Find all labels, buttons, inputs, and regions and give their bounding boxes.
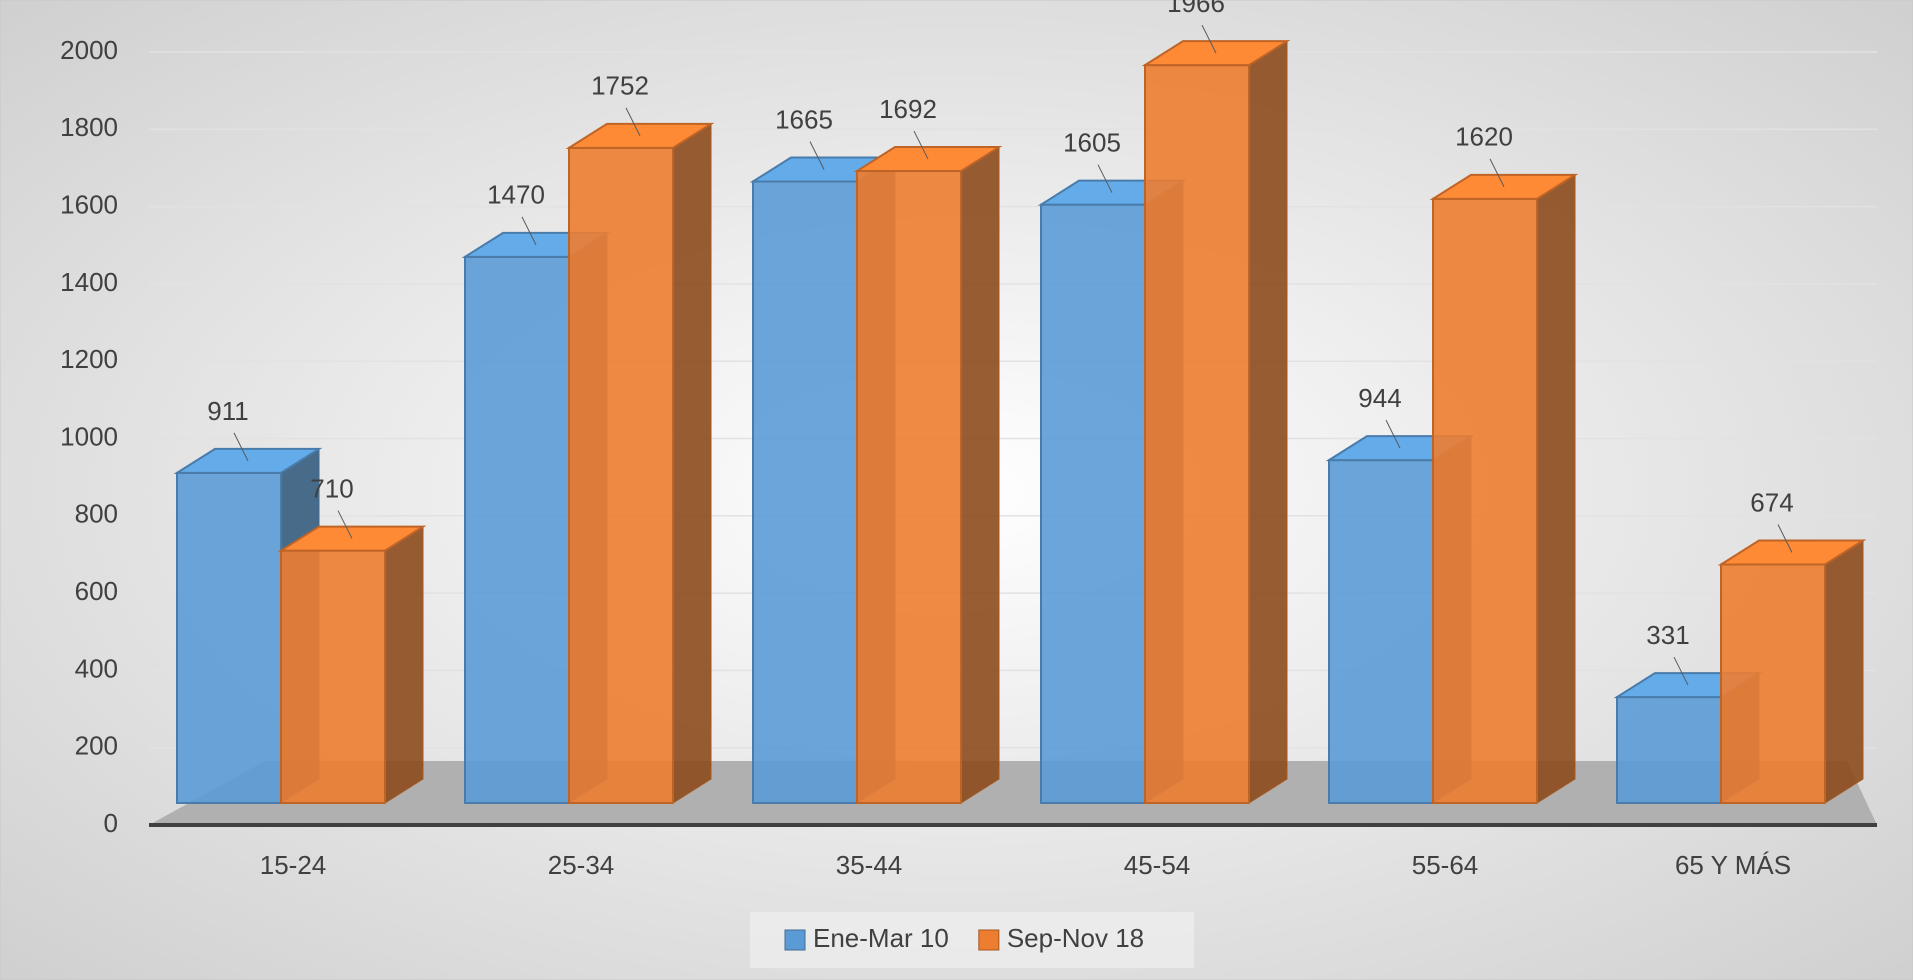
bar [280, 549, 386, 805]
y-tick-label: 1400 [60, 267, 118, 297]
label-leader [1201, 24, 1217, 54]
y-tick-label: 800 [75, 499, 118, 529]
x-tick-label: 35-44 [836, 850, 903, 880]
y-tick-label: 1600 [60, 189, 118, 219]
label-leader [1777, 524, 1793, 553]
y-tick-label: 200 [75, 731, 118, 761]
data-label: 1605 [1063, 128, 1121, 158]
x-tick-label: 65 Y MÁS [1675, 850, 1791, 880]
bar [1144, 64, 1250, 805]
label-leader [1489, 158, 1505, 188]
bar [1040, 203, 1146, 805]
legend-swatch [978, 929, 1000, 951]
y-tick-label: 1200 [60, 344, 118, 374]
x-tick-label: 15-24 [260, 850, 327, 880]
bar [1328, 459, 1434, 804]
bar [1720, 563, 1826, 805]
y-tick-label: 1000 [60, 421, 118, 451]
label-leader [337, 510, 353, 539]
bar-side [384, 525, 424, 804]
label-leader [913, 130, 929, 160]
y-tick-label: 600 [75, 576, 118, 606]
y-tick-label: 400 [75, 653, 118, 683]
legend-swatch [784, 929, 806, 951]
label-leader [625, 107, 641, 137]
data-label: 1692 [879, 94, 937, 124]
label-leader [1097, 164, 1113, 193]
label-leader [1673, 656, 1689, 686]
bar [856, 170, 962, 805]
label-leader [809, 141, 825, 170]
data-label: 1470 [487, 180, 545, 210]
x-tick-label: 25-34 [548, 850, 615, 880]
bar-side [960, 146, 1000, 804]
data-label: 944 [1358, 383, 1401, 413]
bar-side [1248, 40, 1288, 804]
data-label: 674 [1750, 487, 1793, 517]
label-leader [233, 432, 249, 462]
legend-label: Ene-Mar 10 [813, 923, 949, 953]
legend-label: Sep-Nov 18 [1007, 923, 1144, 953]
x-tick-label: 45-54 [1124, 850, 1191, 880]
legend-box [750, 912, 1194, 968]
data-label: 710 [310, 473, 353, 503]
bar [568, 146, 674, 805]
label-leader [521, 216, 537, 246]
bar-side [1824, 539, 1864, 804]
y-tick-label: 1800 [60, 112, 118, 142]
bar [464, 255, 570, 805]
y-tick-label: 0 [104, 808, 118, 838]
label-leader [1385, 419, 1401, 449]
bar [1432, 197, 1538, 804]
y-tick-label: 2000 [60, 35, 118, 65]
data-label: 1620 [1455, 122, 1513, 152]
bar-side [1536, 173, 1576, 804]
bar-side [672, 122, 712, 804]
data-label: 911 [207, 396, 248, 426]
data-label: 331 [1646, 620, 1689, 650]
legend: Ene-Mar 10 Sep-Nov 18 [750, 912, 1194, 968]
data-label: 1752 [591, 71, 649, 101]
bar [752, 180, 858, 805]
data-label: 1966 [1167, 0, 1225, 18]
bar [1616, 696, 1722, 804]
data-label: 1665 [775, 104, 833, 134]
bar [176, 471, 282, 804]
x-tick-label: 55-64 [1412, 850, 1479, 880]
